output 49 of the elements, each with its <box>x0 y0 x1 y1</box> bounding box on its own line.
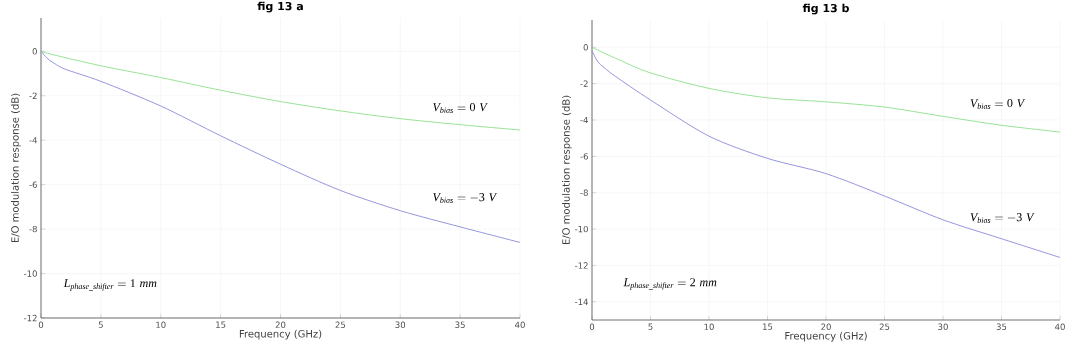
x-tick-label: 30 <box>938 323 948 330</box>
annotation: $V_{bias} = -3\ V$ <box>433 193 498 203</box>
chart-title: fig 13 b <box>802 3 849 15</box>
x-tick-label: 20 <box>821 323 831 330</box>
x-tick-label: 35 <box>996 323 1007 330</box>
x-tick-label: 40 <box>515 321 525 328</box>
y-tick-label: -8 <box>29 225 37 233</box>
y-tick-label: -4 <box>580 116 588 124</box>
x-tick-label: 25 <box>879 323 890 330</box>
line-series <box>40 50 521 131</box>
y-tick-label: -2 <box>580 80 588 87</box>
y-tick-label: -6 <box>580 153 588 160</box>
x-tick-label: 30 <box>395 321 406 328</box>
x-tick-label: 10 <box>704 323 714 330</box>
annotation: $V_{bias} = 0\ V$ <box>433 103 488 113</box>
line-series <box>40 50 521 243</box>
x-tick-label: 20 <box>275 321 286 328</box>
y-tick-label: -2 <box>29 92 37 99</box>
x-tick-label: 35 <box>455 321 465 328</box>
x-axis-title: Frequency (GHz) <box>785 331 867 342</box>
x-tick-label: 5 <box>648 323 653 330</box>
y-tick-label: 0 <box>32 48 37 55</box>
y-tick-label: -12 <box>575 262 588 269</box>
y-tick-label: -12 <box>23 314 37 322</box>
y-tick-label: -14 <box>575 298 588 305</box>
x-tick-label: 15 <box>763 323 773 330</box>
x-tick-label: 0 <box>38 321 44 328</box>
line-series <box>591 46 1061 133</box>
x-tick-label: 0 <box>589 323 595 330</box>
annotation: $V_{bias} = 0\ V$ <box>970 99 1026 109</box>
annotation: $L_{phase\_shifter} = 1\ mm$ <box>63 279 157 291</box>
x-tick-label: 10 <box>156 321 166 328</box>
y-tick-label: -10 <box>23 270 37 277</box>
x-tick-label: 25 <box>335 321 346 328</box>
y-axis-title: E/O modulation response (dB) <box>11 93 21 243</box>
y-tick-label: -8 <box>580 189 588 196</box>
y-tick-label: 0 <box>583 44 588 51</box>
x-tick-label: 5 <box>98 321 103 328</box>
y-tick-label: -6 <box>29 181 37 188</box>
annotation: $L_{phase\_shifter} = 2\ mm$ <box>623 278 717 290</box>
x-tick-label: 15 <box>216 321 226 328</box>
y-tick-label: -4 <box>29 137 37 144</box>
x-tick-label: 40 <box>1055 323 1065 330</box>
annotation: $V_{bias} = -3\ V$ <box>970 213 1035 223</box>
chart-title: fig 13 a <box>257 1 303 13</box>
y-tick-label: -10 <box>575 225 588 233</box>
line-series <box>591 50 1061 258</box>
x-axis-title: Frequency (GHz) <box>239 329 322 340</box>
y-axis-title: E/O modulation response (dB) <box>562 95 572 245</box>
